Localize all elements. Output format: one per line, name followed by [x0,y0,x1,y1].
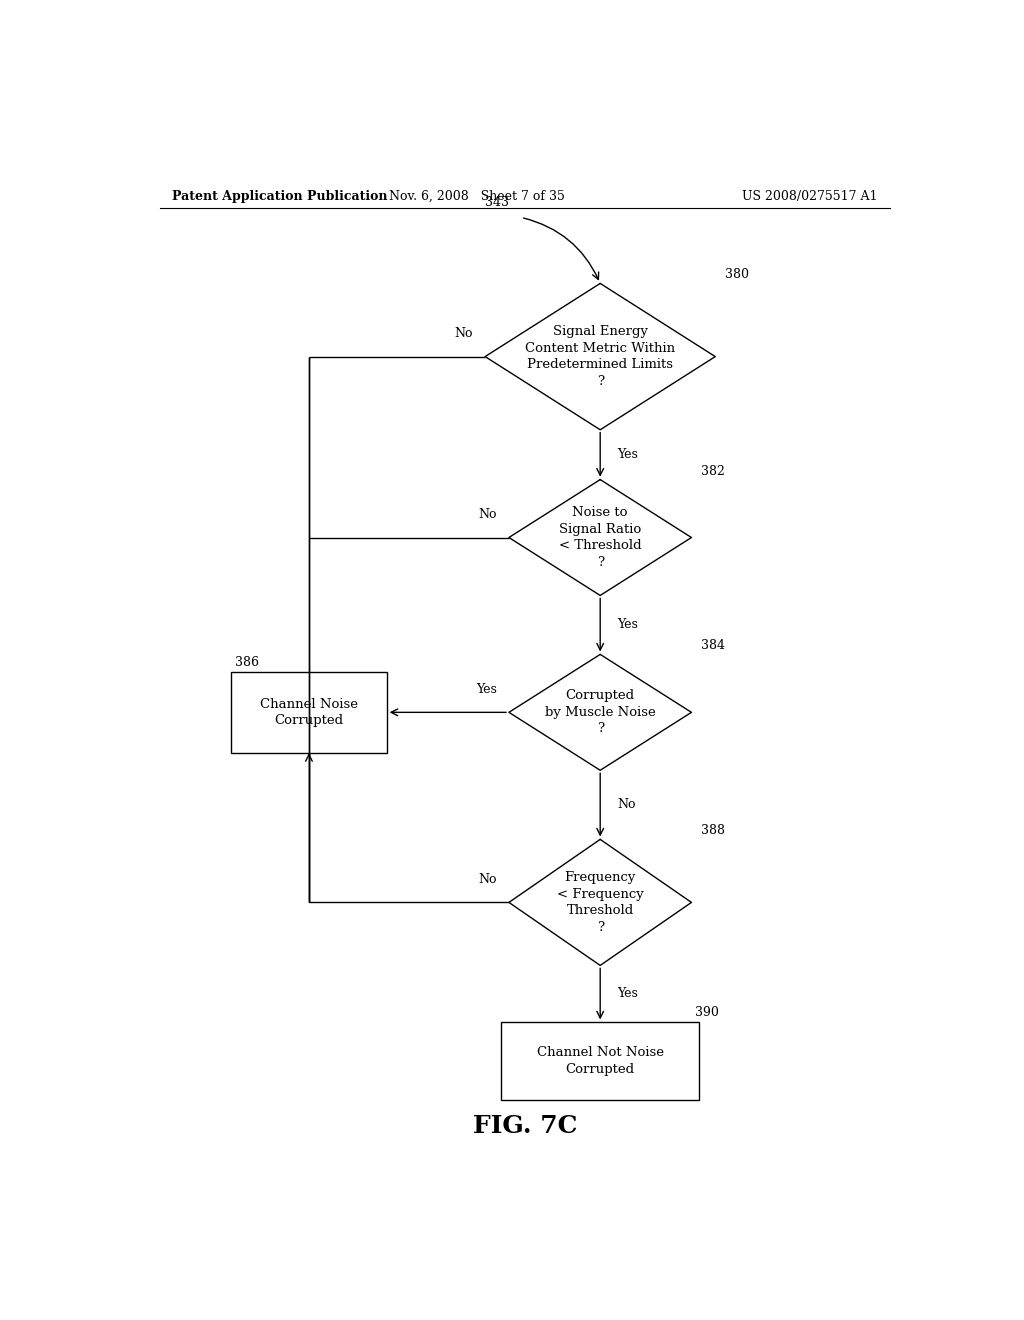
Text: Yes: Yes [476,682,497,696]
Text: 388: 388 [701,825,725,837]
Text: Channel Not Noise
Corrupted: Channel Not Noise Corrupted [537,1047,664,1076]
Text: Signal Energy
Content Metric Within
Predetermined Limits
?: Signal Energy Content Metric Within Pred… [525,325,675,388]
Text: Yes: Yes [617,987,639,1001]
Text: 390: 390 [695,1006,719,1019]
Text: No: No [478,873,497,886]
Text: Corrupted
by Muscle Noise
?: Corrupted by Muscle Noise ? [545,689,655,735]
Text: Yes: Yes [617,449,639,461]
Text: Yes: Yes [617,619,639,631]
Text: Frequency
< Frequency
Threshold
?: Frequency < Frequency Threshold ? [557,871,643,933]
Text: No: No [478,508,497,521]
Text: FIG. 7C: FIG. 7C [472,1114,578,1138]
Text: Nov. 6, 2008   Sheet 7 of 35: Nov. 6, 2008 Sheet 7 of 35 [389,190,565,202]
Text: Channel Noise
Corrupted: Channel Noise Corrupted [260,697,358,727]
Text: 386: 386 [236,656,259,669]
Text: 380: 380 [725,268,749,281]
Bar [231,672,387,752]
Text: US 2008/0275517 A1: US 2008/0275517 A1 [742,190,878,202]
Text: 343: 343 [485,197,509,210]
Text: Patent Application Publication: Patent Application Publication [172,190,387,202]
Text: 384: 384 [701,639,725,652]
Text: Noise to
Signal Ratio
< Threshold
?: Noise to Signal Ratio < Threshold ? [559,507,641,569]
Text: No: No [455,327,473,341]
Text: 382: 382 [701,465,725,478]
Text: No: No [617,799,636,812]
Bar [501,1022,699,1100]
